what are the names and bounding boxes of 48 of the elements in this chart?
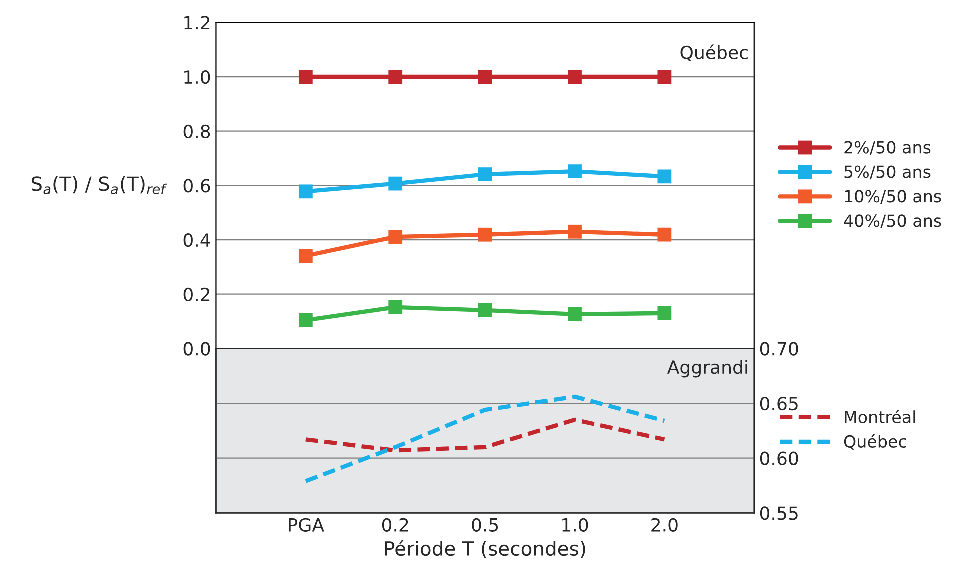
y-tick-label: 0.0 [184, 342, 210, 356]
point [658, 306, 672, 320]
y-tick-label: 0.6 [184, 179, 210, 193]
y-tick-label: 1.0 [184, 70, 210, 84]
point [658, 170, 672, 184]
y2-tick-label: 0.55 [760, 506, 798, 520]
legend-label: 5%/50 ans [844, 166, 931, 180]
point [388, 300, 403, 314]
point [478, 303, 492, 318]
annotation: Aggrandi [667, 360, 748, 378]
y-tick-label: 1.2 [184, 16, 210, 30]
point [478, 70, 492, 84]
line-series [304, 418, 667, 453]
point [388, 70, 403, 84]
annotation: Québec [680, 44, 748, 62]
point [298, 184, 313, 199]
legend-label: Montréal [845, 410, 916, 424]
y-tick-label: 0.2 [184, 288, 210, 302]
y2-tick-label: 0.65 [760, 396, 798, 411]
point [298, 249, 313, 264]
x-axis-title: Période T (secondes) [385, 540, 586, 558]
y-tick-label: 0.8 [184, 124, 210, 138]
point [568, 308, 582, 322]
point [568, 164, 582, 179]
y-tick-label: 0.4 [184, 233, 210, 248]
x-tick-label: 1.0 [562, 518, 588, 532]
point [298, 314, 313, 328]
x-tick-label: PGA [289, 518, 324, 532]
point [568, 70, 582, 84]
point [388, 176, 403, 191]
point [568, 224, 582, 239]
point [658, 70, 672, 84]
legend-label: 2%/50 ans [844, 141, 931, 156]
legend-label: 40%/50 ans [844, 214, 942, 229]
y-axis-title: S$_{a}$(T) / S$_{a}$(T)$_{ref}$ [32, 176, 168, 194]
point [658, 228, 672, 242]
point [388, 230, 403, 244]
y2-tick-label: 0.60 [760, 452, 798, 466]
legend-label: Québec [844, 434, 906, 450]
legend-label: 10%/50 ans [845, 190, 942, 204]
x-tick-label: 2.0 [652, 518, 678, 532]
point [478, 228, 492, 242]
x-tick-label: 0.2 [382, 518, 408, 532]
x-tick-label: 0.5 [472, 518, 498, 532]
y2-tick-label: 0.70 [760, 342, 798, 356]
point [478, 168, 492, 182]
line-series [304, 394, 667, 484]
point [298, 70, 313, 84]
